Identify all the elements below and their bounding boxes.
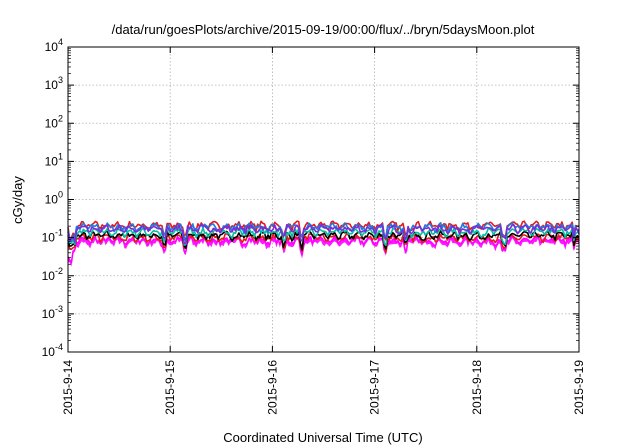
x-tick-label: 2015-9-15 [163,360,177,415]
y-axis: 10-4 10-3 10-2 10-1 100 101 102 103 104 [42,37,579,359]
x-tick-label: 2015-9-16 [265,360,279,415]
chart-title: /data/run/goesPlots/archive/2015-09-19/0… [112,22,535,37]
x-axis: 2015-9-14 2015-9-15 2015-9-16 2015-9-17 2015… [61,47,586,415]
x-tick-label: 2015-9-17 [368,360,382,415]
y-tick-label: 104 [45,37,63,54]
series-line [67,235,580,264]
x-tick-label: 2015-9-19 [572,360,586,415]
y-tick-label: 10-2 [42,266,63,283]
y-tick-label: 103 [45,75,63,92]
plot-area-series [67,220,580,267]
x-axis-label: Coordinated Universal Time (UTC) [223,430,422,445]
x-tick-label: 2015-9-18 [470,360,484,415]
y-tick-label: 10-4 [42,342,63,359]
y-tick-label: 102 [45,113,63,130]
y-tick-label: 10-1 [42,228,63,245]
y-tick-label: 10-3 [42,304,63,321]
y-tick-label: 100 [45,190,63,207]
y-axis-label: cGy/day [10,176,25,224]
series-line [67,227,580,247]
grid [68,47,579,352]
x-tick-label: 2015-9-14 [61,360,75,415]
y-tick-label: 101 [45,151,63,168]
series-line [67,223,580,245]
series-line [67,220,580,241]
